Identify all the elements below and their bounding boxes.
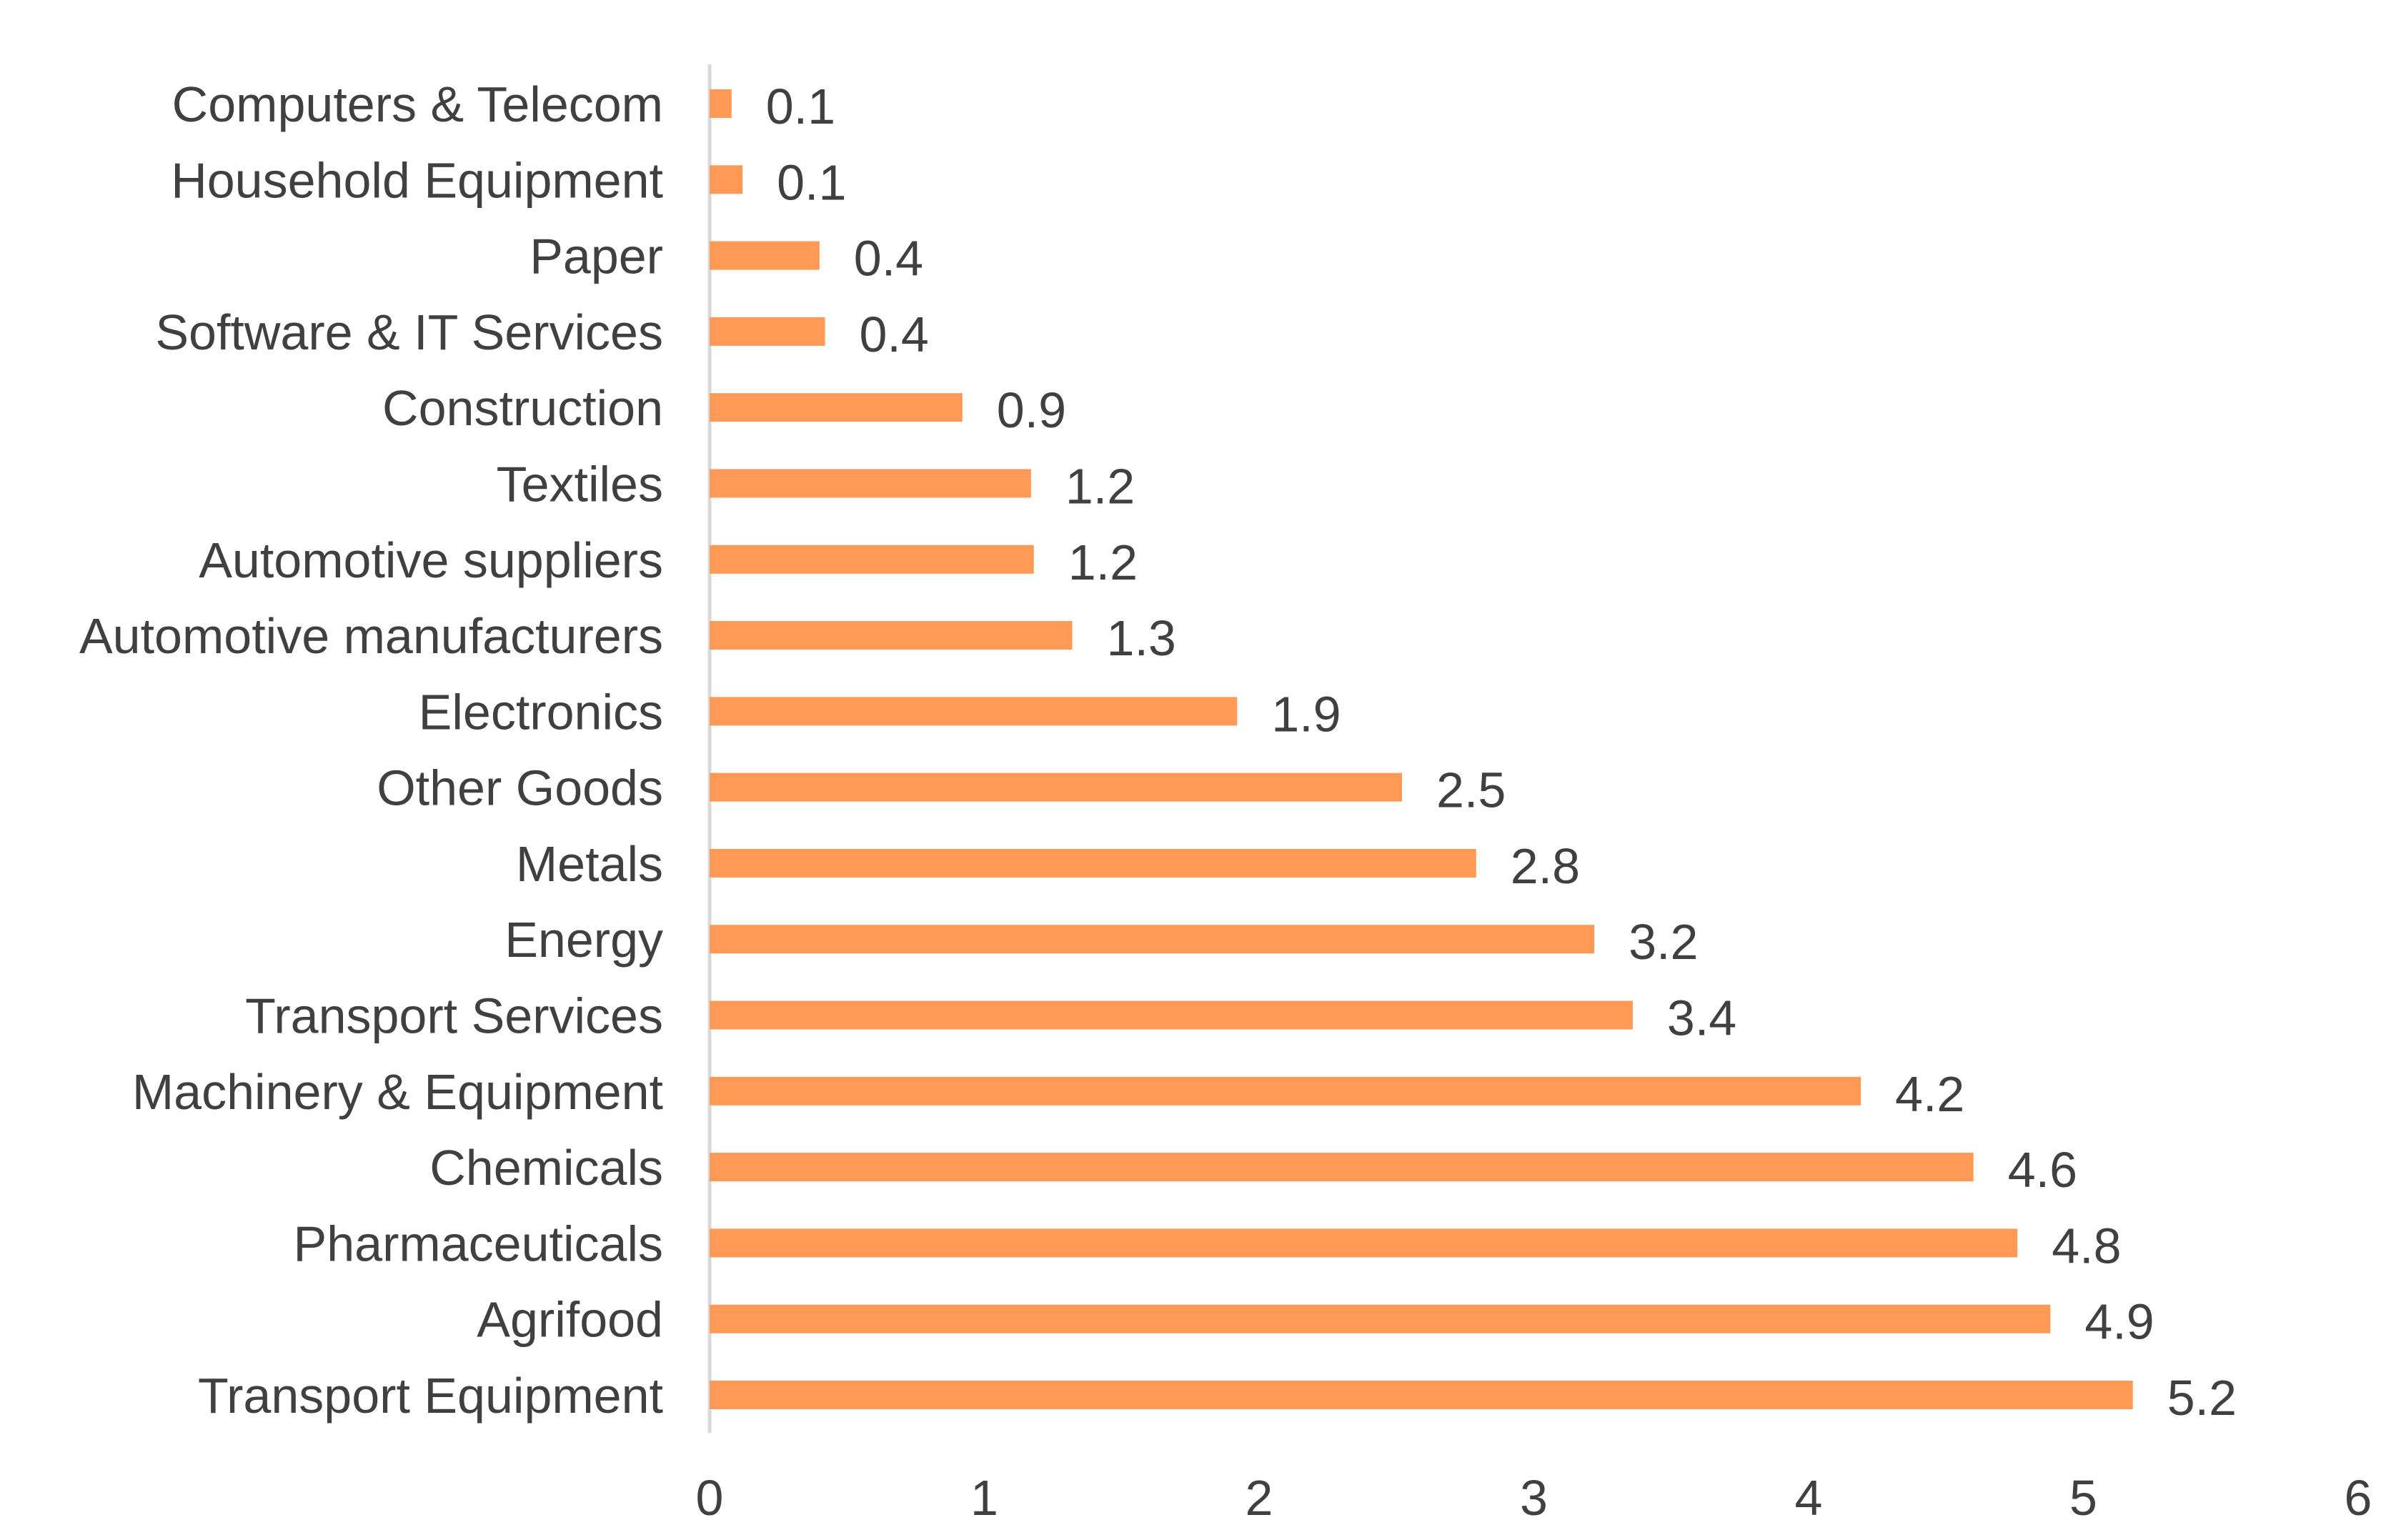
data-label: 4.9 [2084, 1294, 2154, 1350]
bar [710, 1228, 2018, 1258]
data-label: 5.2 [2167, 1370, 2237, 1426]
data-label: 2.5 [1436, 762, 1506, 818]
x-tick-label: 6 [2345, 1470, 2372, 1526]
data-label: 4.8 [2052, 1218, 2121, 1273]
category-label: Automotive manufacturers [79, 608, 663, 664]
bar [710, 89, 732, 118]
data-label: 0.4 [854, 231, 923, 287]
bar [710, 1304, 2051, 1333]
category-label: Textiles [497, 456, 663, 512]
data-label: 1.3 [1107, 610, 1176, 666]
bar [710, 545, 1034, 574]
data-label: 1.9 [1271, 686, 1341, 742]
x-tick-label: 0 [696, 1470, 724, 1526]
x-tick-label: 5 [2069, 1470, 2097, 1526]
bar [710, 393, 963, 422]
bar [710, 469, 1031, 498]
bar [710, 1381, 2133, 1409]
category-label: Automotive suppliers [199, 532, 663, 588]
labels-layer: 0 1 2 3 4 5 6 Computers & Telecom 0.1 Household E… [79, 76, 2372, 1526]
x-tick-label: 3 [1520, 1470, 1548, 1526]
bar [710, 697, 1238, 726]
data-label: 1.2 [1068, 535, 1138, 590]
category-label: Software & IT Services [155, 304, 663, 360]
category-label: Computers & Telecom [172, 76, 663, 132]
data-label: 2.8 [1511, 838, 1580, 894]
x-tick-label: 4 [1795, 1470, 1823, 1526]
bar [710, 241, 820, 270]
data-label: 0.1 [766, 79, 835, 134]
bar [710, 1000, 1633, 1030]
data-label: 0.1 [777, 154, 846, 210]
category-label: Other Goods [377, 760, 663, 816]
category-label: Machinery & Equipment [132, 1064, 663, 1120]
bar [710, 773, 1402, 802]
x-tick-label: 1 [970, 1470, 998, 1526]
category-label: Chemicals [429, 1140, 663, 1196]
category-label: Paper [530, 229, 663, 284]
category-label: Energy [504, 912, 663, 968]
data-label: 1.2 [1065, 458, 1135, 514]
bar [710, 1153, 1974, 1182]
bar [710, 925, 1595, 954]
category-label: Pharmaceuticals [294, 1216, 663, 1271]
data-label: 3.4 [1667, 990, 1736, 1046]
data-label: 0.4 [859, 307, 928, 362]
data-label: 4.6 [2008, 1142, 2077, 1198]
category-label: Transport Equipment [198, 1368, 663, 1424]
bar [710, 317, 825, 346]
category-label: Electronics [419, 684, 663, 740]
bar [710, 165, 743, 194]
bar [710, 1076, 1861, 1106]
bar [710, 621, 1073, 650]
data-label: 4.2 [1895, 1066, 1964, 1122]
bars-layer [710, 89, 2133, 1409]
x-tick-label: 2 [1246, 1470, 1273, 1526]
data-label: 0.9 [997, 382, 1066, 438]
category-label: Household Equipment [171, 152, 663, 208]
data-label: 3.2 [1629, 914, 1698, 970]
category-label: Construction [382, 380, 663, 436]
category-label: Transport Services [245, 988, 663, 1044]
category-label: Metals [516, 836, 663, 892]
bar [710, 848, 1476, 878]
category-label: Agrifood [477, 1292, 663, 1348]
